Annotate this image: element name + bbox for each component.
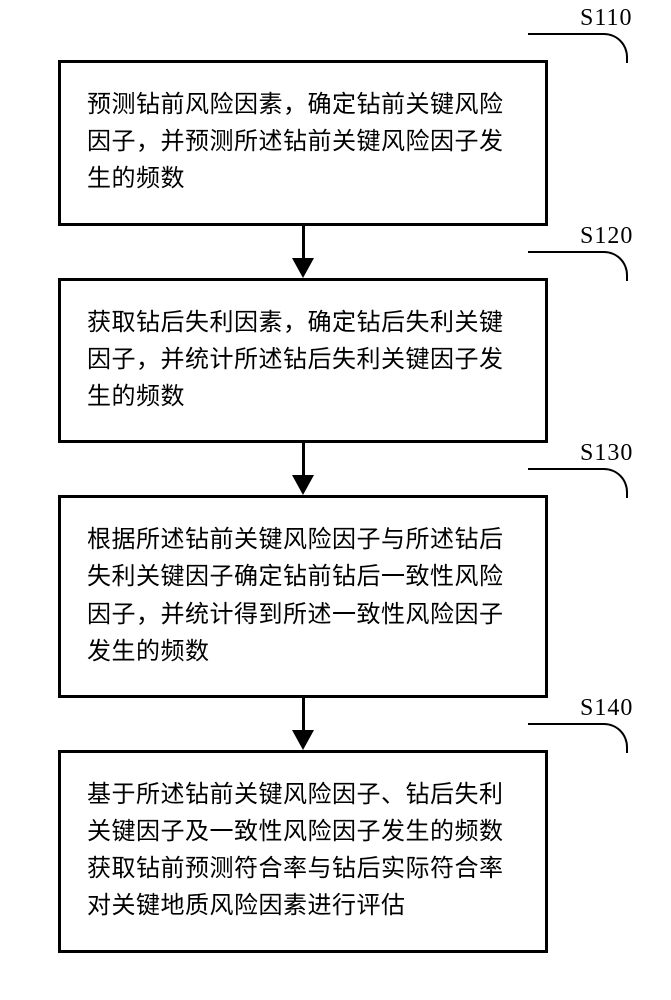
label-line-s140 — [528, 723, 628, 753]
flowchart-box-s120: 获取钻后失利因素，确定钻后失利关键因子，并统计所述钻后失利关键因子发生的频数 — [58, 278, 548, 444]
step-text-s130: 根据所述钻前关键风险因子与所述钻后失利关键因子确定钻前钻后一致性风险因子，并统计… — [87, 522, 519, 671]
flowchart-box-s140: 基于所述钻前关键风险因子、钻后失利关键因子及一致性风险因子发生的频数获取钻前预测… — [58, 750, 548, 953]
step-label-s120: S120 — [580, 223, 633, 250]
arrow-s120-s130 — [58, 443, 548, 495]
step-text-s120: 获取钻后失利因素，确定钻后失利关键因子，并统计所述钻后失利关键因子发生的频数 — [87, 305, 519, 417]
step-text-s110: 预测钻前风险因素，确定钻前关键风险因子，并预测所述钻前关键风险因子发生的频数 — [87, 87, 519, 199]
step-label-s110: S110 — [580, 5, 632, 32]
label-line-s110 — [528, 33, 628, 63]
label-line-s120 — [528, 251, 628, 281]
step-label-s140: S140 — [580, 695, 633, 722]
step-text-s140: 基于所述钻前关键风险因子、钻后失利关键因子及一致性风险因子发生的频数获取钻前预测… — [87, 777, 519, 926]
label-line-s130 — [528, 468, 628, 498]
arrow-s110-s120 — [58, 226, 548, 278]
flowchart-box-s110: 预测钻前风险因素，确定钻前关键风险因子，并预测所述钻前关键风险因子发生的频数 — [58, 60, 548, 226]
step-label-s130: S130 — [580, 440, 633, 467]
flowchart-container: S110 预测钻前风险因素，确定钻前关键风险因子，并预测所述钻前关键风险因子发生… — [58, 20, 613, 953]
flowchart-box-s130: 根据所述钻前关键风险因子与所述钻后失利关键因子确定钻前钻后一致性风险因子，并统计… — [58, 495, 548, 698]
arrow-s130-s140 — [58, 698, 548, 750]
